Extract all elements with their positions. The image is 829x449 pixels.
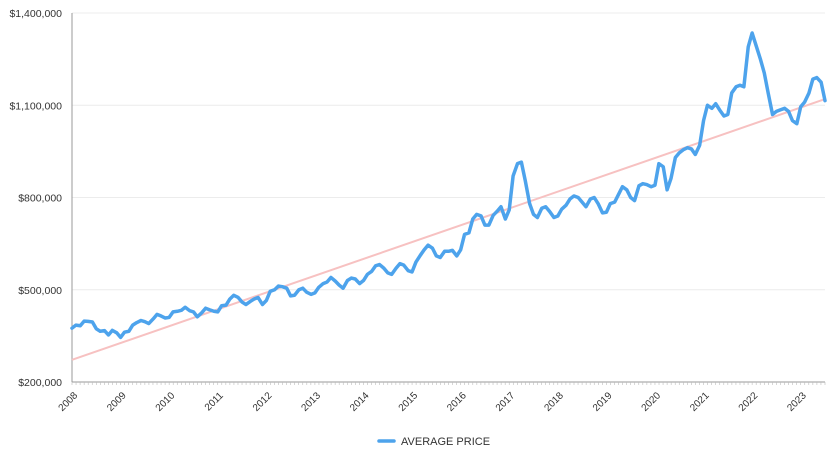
x-tick-label: 2009 — [105, 390, 129, 414]
y-tick-label: $1,100,000 — [9, 100, 62, 112]
y-tick-label: $200,000 — [18, 377, 62, 389]
y-tick-label: $1,400,000 — [9, 8, 62, 20]
x-tick-label: 2008 — [57, 390, 81, 414]
x-tick-label: 2017 — [494, 390, 518, 414]
x-tick-label: 2013 — [300, 390, 324, 414]
x-tick-label: 2021 — [688, 390, 712, 414]
x-tick-label: 2018 — [542, 390, 566, 414]
x-tick-label: 2023 — [785, 390, 809, 414]
x-tick-label: 2014 — [348, 390, 372, 414]
plot-area — [70, 31, 827, 361]
x-tick-label: 2022 — [737, 390, 761, 414]
y-tick-label: $800,000 — [18, 193, 62, 205]
legend[interactable]: AVERAGE PRICE — [377, 436, 490, 448]
x-tick-label: 2015 — [397, 390, 421, 414]
horizontal-gridlines — [72, 12, 825, 291]
x-tick-label: 2016 — [445, 390, 469, 414]
x-axis-tick-labels: 2008 2009 2010 2011 2012 2013 2014 2015 2016 2017… — [57, 390, 810, 414]
y-tick-label: $500,000 — [18, 285, 62, 297]
legend-label[interactable]: AVERAGE PRICE — [401, 436, 490, 448]
axes — [71, 13, 826, 385]
series-line-average-price — [70, 31, 827, 340]
x-tick-label: 2012 — [251, 390, 275, 414]
x-tick-label: 2019 — [591, 390, 615, 414]
x-tick-label: 2010 — [154, 390, 178, 414]
x-tick-label: 2020 — [640, 390, 664, 414]
trendline — [71, 98, 826, 361]
y-axis-tick-labels: $200,000 $500,000 $800,000 $1,100,000 $1,400… — [9, 8, 62, 389]
x-tick-label: 2011 — [203, 390, 226, 413]
